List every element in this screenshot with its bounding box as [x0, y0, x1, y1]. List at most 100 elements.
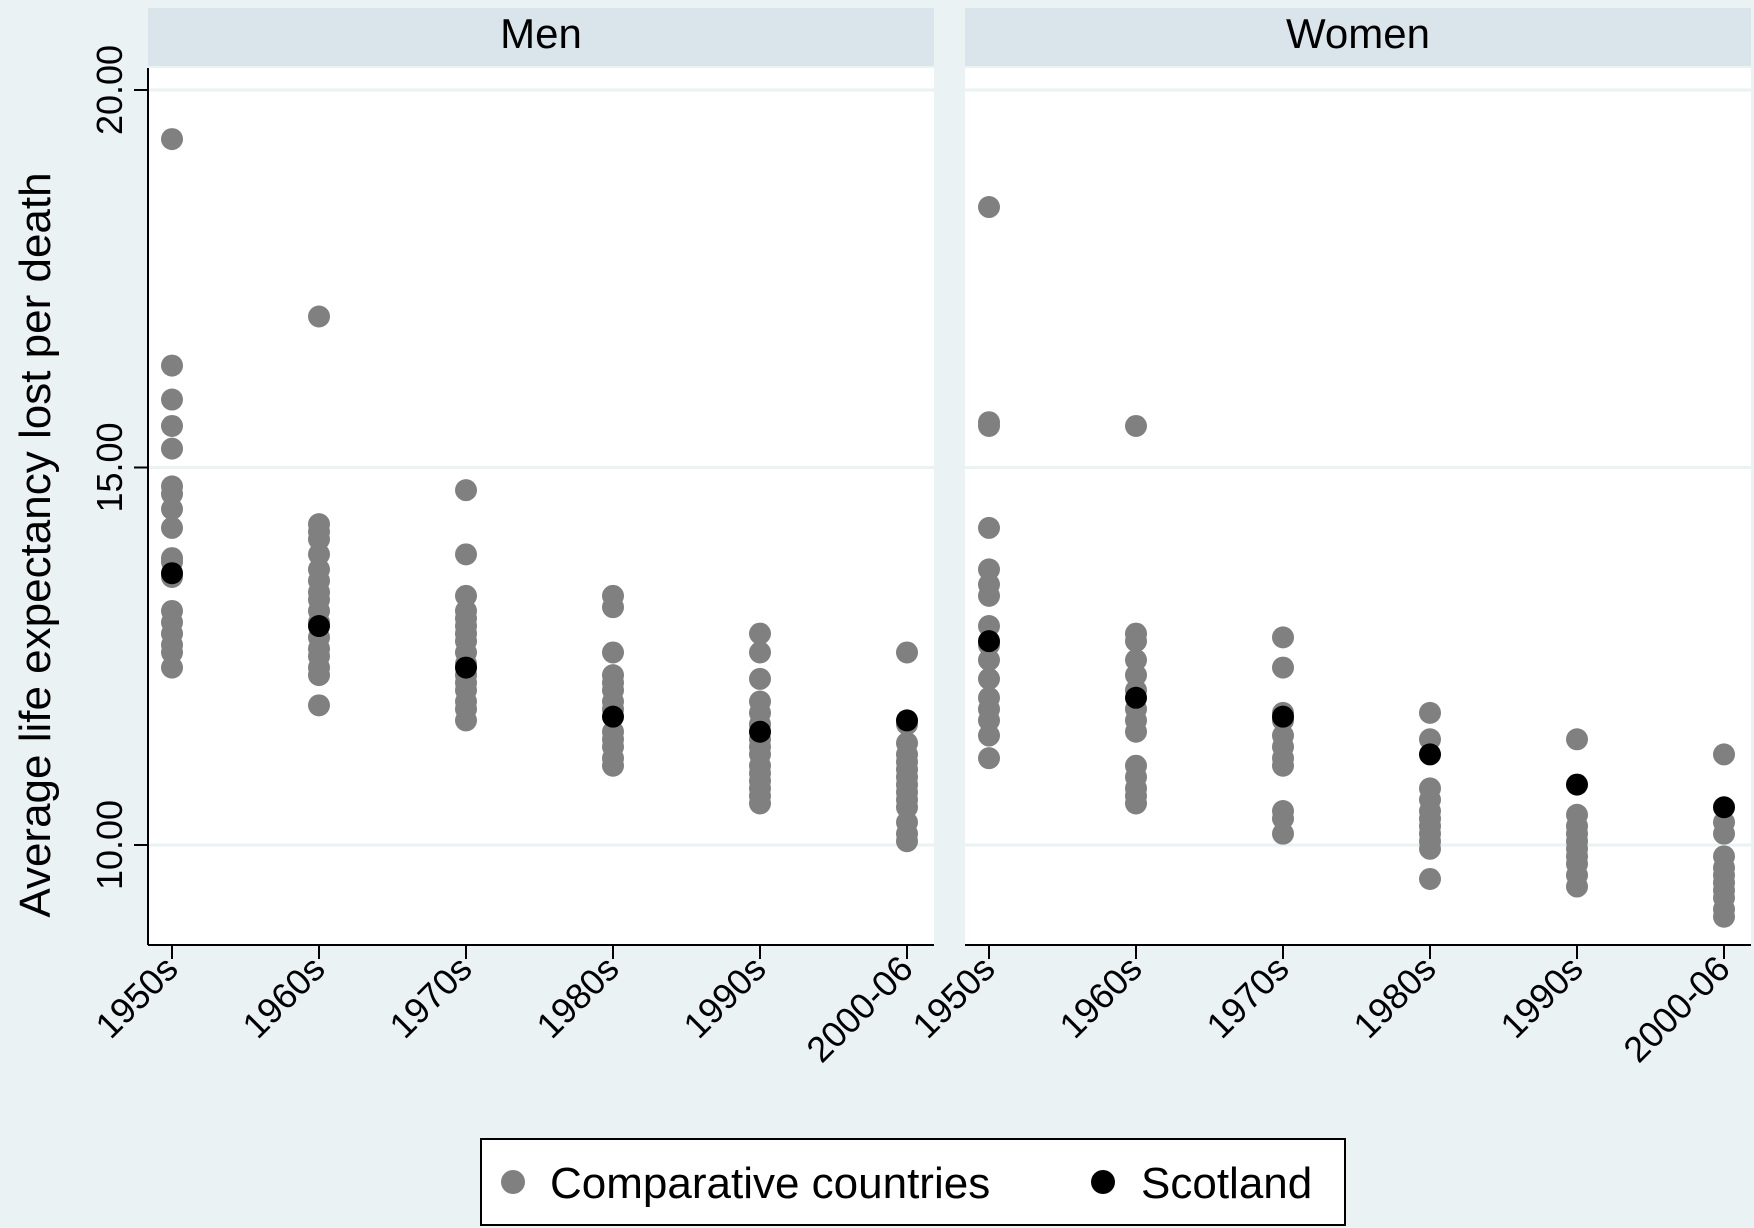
point-comparative [1125, 720, 1147, 743]
point-comparative [1419, 867, 1441, 890]
point-comparative [455, 479, 477, 502]
point-comparative [1713, 743, 1735, 766]
point-comparative [896, 641, 918, 664]
point-comparative [978, 747, 1000, 770]
point-comparative [749, 641, 771, 664]
legend-box [480, 1138, 1346, 1226]
point-comparative [455, 543, 477, 566]
point-comparative [978, 414, 1000, 437]
point-comparative [1125, 630, 1147, 653]
point-comparative [308, 543, 330, 566]
point-scotland [161, 562, 183, 585]
point-comparative [308, 694, 330, 717]
x-tick-label: 1950s [904, 948, 1002, 1046]
point-comparative [602, 596, 624, 619]
point-comparative [161, 414, 183, 437]
point-comparative [1272, 754, 1294, 777]
panel-women: Women 1950s 1960s 1970s 1980s 1990s 2000-06 [904, 8, 1751, 1070]
x-tick-label: 1970s [1198, 948, 1296, 1046]
point-comparative [455, 709, 477, 732]
point-scotland [1419, 743, 1441, 766]
x-tick-label: 1980s [1345, 948, 1443, 1046]
point-comparative [308, 528, 330, 551]
point-scotland [1713, 796, 1735, 819]
point-comparative [749, 622, 771, 645]
point-comparative [161, 128, 183, 151]
point-comparative [161, 498, 183, 521]
x-tick-label: 1970s [381, 948, 479, 1046]
point-comparative [1419, 837, 1441, 860]
point-comparative [978, 558, 1000, 581]
x-tick-label: 1950s [87, 948, 185, 1046]
point-comparative [896, 796, 918, 819]
y-tick-label: 20.00 [89, 45, 130, 135]
panel-title: Women [1286, 10, 1430, 57]
point-comparative [161, 388, 183, 411]
panels-layer: Men 10.00 15.00 20.00 1950s 1960s 1970s 1980s 19… [87, 8, 1751, 1070]
point-scotland [455, 656, 477, 679]
point-comparative [1272, 807, 1294, 830]
point-comparative [1272, 822, 1294, 845]
plot-area [965, 68, 1751, 945]
point-comparative [161, 437, 183, 460]
point-scotland [896, 709, 918, 732]
point-scotland [602, 705, 624, 728]
x-tick-label: 2000-06 [1615, 948, 1737, 1070]
point-comparative [749, 792, 771, 815]
point-comparative [1125, 664, 1147, 687]
y-axis-label: Average life expectancy lost per death [11, 172, 60, 917]
legend: Comparative countries Scotland [480, 1138, 1346, 1226]
legend-label-scotland: Scotland [1141, 1159, 1312, 1208]
point-comparative [308, 664, 330, 687]
point-comparative [1125, 792, 1147, 815]
point-comparative [1419, 728, 1441, 751]
point-comparative [308, 305, 330, 328]
x-tick-label: 1990s [1492, 948, 1590, 1046]
point-comparative [978, 724, 1000, 747]
plot-area [148, 68, 934, 945]
point-comparative [161, 354, 183, 377]
panel-title: Men [500, 10, 582, 57]
x-tick-label: 1990s [675, 948, 773, 1046]
point-comparative [1566, 728, 1588, 751]
legend-marker-scotland [1091, 1170, 1115, 1194]
legend-marker-comparative [501, 1170, 525, 1194]
point-scotland [1566, 773, 1588, 796]
point-comparative [978, 516, 1000, 539]
point-comparative [1419, 701, 1441, 724]
point-comparative [455, 584, 477, 607]
point-comparative [749, 667, 771, 690]
x-tick-label: 1960s [1051, 948, 1149, 1046]
point-comparative [978, 709, 1000, 732]
legend-label-comparative: Comparative countries [550, 1159, 990, 1208]
panel-strip [148, 8, 934, 66]
point-comparative [1272, 656, 1294, 679]
point-scotland [1272, 705, 1294, 728]
point-comparative [161, 516, 183, 539]
point-comparative [161, 482, 183, 505]
point-comparative [896, 830, 918, 853]
point-comparative [1713, 905, 1735, 928]
x-tick-label: 2000-06 [798, 948, 920, 1070]
point-scotland [749, 720, 771, 743]
point-comparative [1125, 649, 1147, 672]
y-tick-label: 10.00 [89, 800, 130, 890]
point-comparative [978, 667, 1000, 690]
point-comparative [978, 649, 1000, 672]
x-tick-label: 1980s [528, 948, 626, 1046]
point-comparative [1125, 414, 1147, 437]
point-comparative [978, 196, 1000, 219]
point-scotland [978, 630, 1000, 653]
point-comparative [1713, 822, 1735, 845]
point-comparative [602, 641, 624, 664]
point-comparative [161, 656, 183, 679]
point-comparative [602, 754, 624, 777]
point-comparative [978, 615, 1000, 638]
panel-men: Men 10.00 15.00 20.00 1950s 1960s 1970s 1980s 19… [87, 8, 934, 1070]
x-tick-label: 1960s [234, 948, 332, 1046]
y-tick-label: 15.00 [89, 422, 130, 512]
point-comparative [1566, 875, 1588, 898]
point-comparative [1272, 626, 1294, 649]
panel-strip [965, 8, 1751, 66]
